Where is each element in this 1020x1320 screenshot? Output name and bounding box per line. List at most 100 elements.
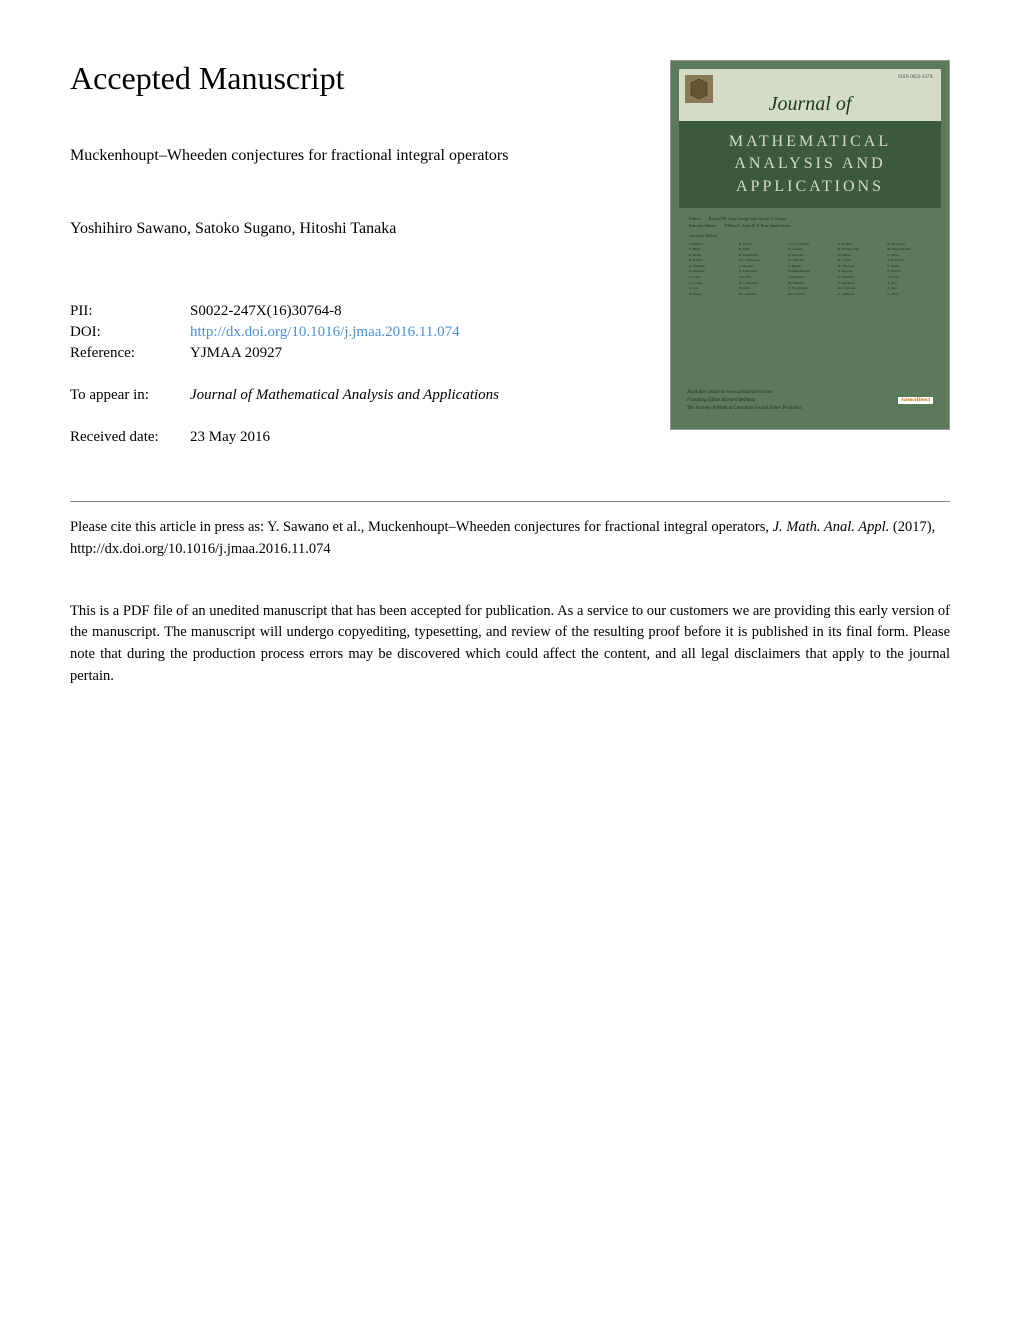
editor-name: J. Cowen <box>689 281 733 286</box>
editor-name: M. Schlosser <box>838 286 882 291</box>
editors-chief-names: Richard M. Aron Goong Chen Steven G. Kra… <box>709 216 786 221</box>
editor-name: S. Bhatt <box>689 247 733 252</box>
editor-name: S. Grivaux <box>788 253 832 258</box>
cover-footer: Available online at www.sciencedirect.co… <box>687 390 933 413</box>
editor-name: D. Repovs <box>838 269 882 274</box>
editor-name: W. Golitschek <box>739 281 783 286</box>
editor-name: D. Gomez <box>788 247 832 252</box>
citation-prefix: Please cite this article in press as: Y.… <box>70 519 773 535</box>
left-column: Accepted Manuscript Muckenhoupt–Wheeden … <box>70 60 670 471</box>
disclaimer-text: This is a PDF file of an unedited manusc… <box>70 601 950 688</box>
reference-value: YJMAA 20927 <box>190 345 640 362</box>
editors-chief-row: Editors Richard M. Aron Goong Chen Steve… <box>689 216 931 221</box>
reference-row: Reference: YJMAA 20927 <box>70 345 640 362</box>
cover-footer-row1: Available online at www.sciencedirect.co… <box>687 390 933 395</box>
editor-name: R. Brunetti <box>689 269 733 274</box>
editor-name: P. Galdi <box>739 286 783 291</box>
cover-editors-block: Editors Richard M. Aron Goong Chen Steve… <box>679 208 941 304</box>
editor-name: M. Krbec <box>838 253 882 258</box>
editor-name: P. G. Fernandez <box>739 258 783 263</box>
editor-name: A. Fernandez <box>739 269 783 274</box>
cover-title-2: ANALYSIS AND <box>684 153 936 175</box>
authors: Yoshihiro Sawano, Satoko Sugano, Hitoshi… <box>70 220 640 238</box>
editor-name: H. Dym <box>739 247 783 252</box>
appear-label: To appear in: <box>70 387 190 404</box>
metadata-table: PII: S0022-247X(16)30764-8 DOI: http://d… <box>70 303 640 362</box>
doi-row: DOI: http://dx.doi.org/10.1016/j.jmaa.20… <box>70 324 640 341</box>
cover-footer-row3: The Society of Biblical Literature hoste… <box>687 406 933 411</box>
editor-name: G. Bluman <box>689 264 733 269</box>
editor-name: E. Saksman <box>838 275 882 280</box>
cover-footer-row2: Founding Editor Richard Bellman ScienceD… <box>687 397 933 404</box>
editors-chief-label: Editors <box>689 216 701 221</box>
editor-name: L. Zhao <box>887 292 931 297</box>
editor-name: J. A. Goldstein <box>788 242 832 247</box>
received-row: Received date: 23 May 2016 <box>70 429 640 446</box>
editor-name: M. Johnson <box>788 292 832 297</box>
cover-header: ISSN 0022-247X Journal of <box>679 69 941 121</box>
cover-title-block: MATHEMATICAL ANALYSIS AND APPLICATIONS <box>679 121 941 208</box>
cover-title-3: APPLICATIONS <box>684 176 936 198</box>
doi-label: DOI: <box>70 324 190 341</box>
citation-text: Please cite this article in press as: Y.… <box>70 517 950 561</box>
editor-name: M. Jimenez <box>788 281 832 286</box>
editor-name: Y. Yao <box>887 281 931 286</box>
editor-name: C. Silva <box>887 253 931 258</box>
pii-value: S0022-247X(16)30764-8 <box>190 303 640 320</box>
cover-footer-text3: The Society of Biblical Literature hoste… <box>687 406 801 411</box>
pii-label: PII: <box>70 303 190 320</box>
editor-name: T. Ransford <box>887 258 931 263</box>
editor-name: V. Havin <box>788 264 832 269</box>
editor-name: M. Stekolshchik <box>887 247 931 252</box>
editor-name: Y. Zou <box>887 286 931 291</box>
reference-label: Reference: <box>70 345 190 362</box>
editor-name: S. Reich <box>887 264 931 269</box>
doi-link[interactable]: http://dx.doi.org/10.1016/j.jmaa.2016.11… <box>190 324 640 341</box>
editor-name: J. Fletcher <box>739 264 783 269</box>
editor-name: K. Binder <box>689 258 733 263</box>
emeritus-names: William F. Ames R. P. Boas James Serrin <box>724 223 790 228</box>
editor-name: G. Chen <box>689 275 733 280</box>
cover-issn: ISSN 0022-247X <box>898 75 933 80</box>
editor-name: P. Sternberg <box>838 281 882 286</box>
editor-name: N. Eisenbaum <box>739 253 783 258</box>
editor-name: B. Lotvin <box>838 258 882 263</box>
citation-journal: J. Math. Anal. Appl. <box>773 519 890 535</box>
journal-cover: ISSN 0022-247X Journal of MATHEMATICAL A… <box>670 60 950 430</box>
editor-name: M. Gonzalez <box>739 292 783 297</box>
editors-grid: J. Bastero K. Driver J. A. Goldstein P. Kos… <box>689 242 931 296</box>
sciencedirect-badge: ScienceDirect <box>898 397 933 404</box>
editor-name: P. Godin <box>739 275 783 280</box>
editor-name: P. Werner <box>887 269 931 274</box>
manuscript-header: Accepted Manuscript Muckenhoupt–Wheeden … <box>70 60 950 471</box>
editor-name: J. Horowitz <box>788 275 832 280</box>
appear-row: To appear in: Journal of Mathematical An… <box>70 387 640 404</box>
appear-table: To appear in: Journal of Mathematical An… <box>70 387 640 404</box>
cover-journal-of: Journal of <box>769 93 852 116</box>
editor-name: H. Frankowska <box>838 247 882 252</box>
editor-name: S. Cui <box>689 286 733 291</box>
editor-name: H. Dong <box>689 292 733 297</box>
page-title: Accepted Manuscript <box>70 60 640 97</box>
received-label: Received date: <box>70 429 190 446</box>
received-value: 23 May 2016 <box>190 429 640 446</box>
divider-line <box>70 501 950 502</box>
cover-footer-text1: Available online at www.sciencedirect.co… <box>687 390 773 395</box>
editor-name: J. Bastero <box>689 242 733 247</box>
editor-name: D. O'Regan <box>838 264 882 269</box>
received-table: Received date: 23 May 2016 <box>70 429 640 446</box>
elsevier-logo-icon <box>685 75 713 103</box>
editor-name: P. Koskela <box>838 242 882 247</box>
editor-name: O. Zane <box>887 275 931 280</box>
editor-name: K. Driver <box>739 242 783 247</box>
emeritus-row: Emeritus Editors William F. Ames R. P. B… <box>689 223 931 228</box>
cover-inner: ISSN 0022-247X Journal of MATHEMATICAL A… <box>679 69 941 421</box>
editor-name: K. Okikiolu <box>838 292 882 297</box>
cover-title-1: MATHEMATICAL <box>684 131 936 153</box>
editor-name: E. Bonet <box>689 253 733 258</box>
appear-value: Journal of Mathematical Analysis and App… <box>190 387 640 404</box>
editor-name: D. Hensley <box>788 258 832 263</box>
emeritus-label: Emeritus Editors <box>689 223 716 228</box>
paper-title: Muckenhoupt–Wheeden conjectures for frac… <box>70 147 640 165</box>
editor-name: E. Kreighaum <box>788 286 832 291</box>
